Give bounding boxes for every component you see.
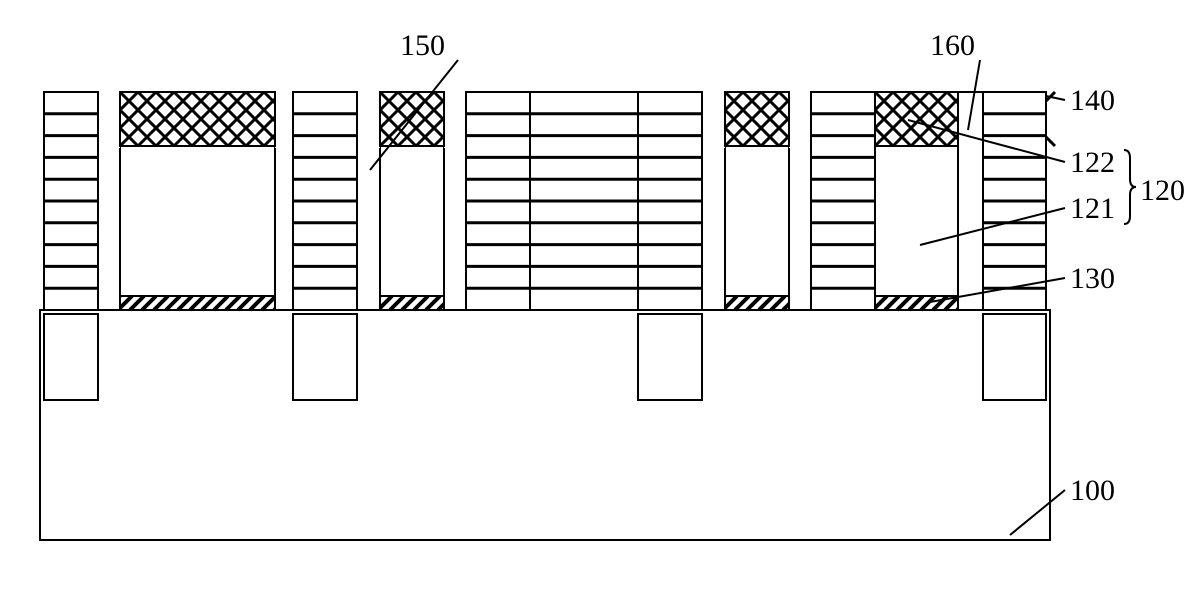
- layer-122: [120, 92, 275, 146]
- ref-label: 160: [930, 29, 975, 62]
- hatched-pillar: [983, 92, 1046, 310]
- ref-label: 140: [1070, 84, 1115, 117]
- ref-label: 122: [1070, 146, 1115, 179]
- sti-recess: [638, 314, 702, 400]
- sti-recess: [44, 314, 98, 400]
- hatched-pillar: [44, 92, 98, 310]
- hatched-pillar: [530, 92, 638, 310]
- hatched-pillar: [638, 92, 702, 310]
- layer-121: [120, 146, 275, 296]
- substrate-100: [40, 310, 1050, 540]
- sti-recess: [983, 314, 1046, 400]
- hatched-pillar: [293, 92, 357, 310]
- ref-label: 150: [400, 29, 445, 62]
- sti-recess: [293, 314, 357, 400]
- hatched-pillar: [811, 92, 875, 310]
- layer-122: [875, 92, 958, 146]
- ref-label: 120: [1140, 174, 1185, 207]
- ref-label: 121: [1070, 192, 1115, 225]
- ref-label: 130: [1070, 262, 1115, 295]
- layer-121: [875, 146, 958, 296]
- ref-label: 100: [1070, 474, 1115, 507]
- layer-121: [380, 146, 444, 296]
- hatched-pillar: [466, 92, 530, 310]
- layer-121: [725, 146, 789, 296]
